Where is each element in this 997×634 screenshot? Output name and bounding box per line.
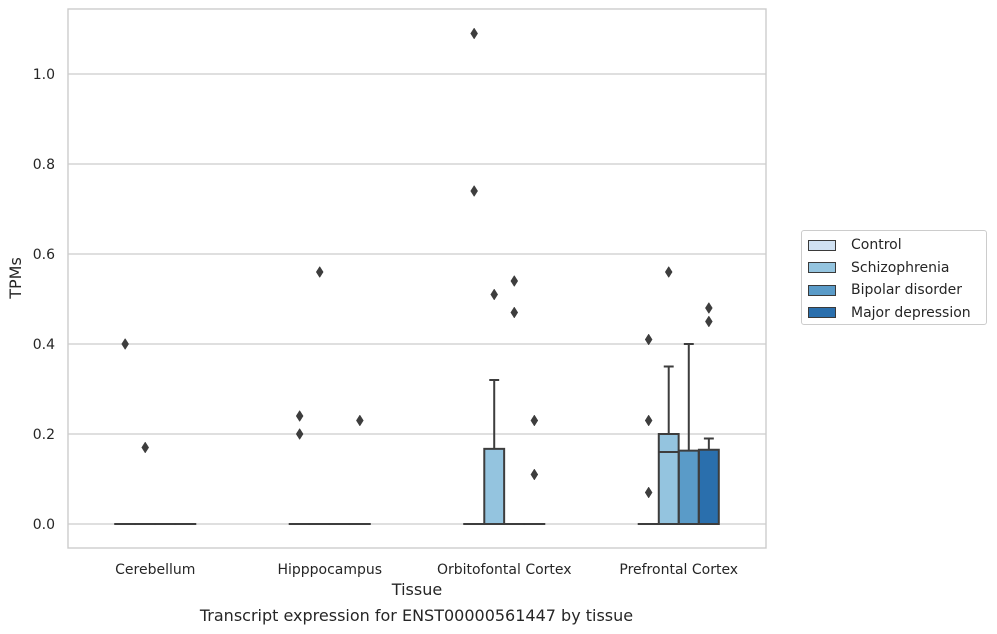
outlier-point bbox=[644, 486, 653, 499]
outlier-point bbox=[295, 428, 304, 440]
outlier-point bbox=[644, 333, 653, 346]
legend-item: Schizophrenia bbox=[808, 258, 949, 278]
box-3-1 bbox=[348, 414, 371, 526]
y-axis-label: TPMs bbox=[6, 257, 25, 300]
box-0-2 bbox=[463, 27, 486, 526]
x-tick-label: Prefrontal Cortex bbox=[619, 562, 738, 578]
legend-label: Schizophrenia bbox=[851, 259, 950, 276]
y-tick-labels: 0.0 0.2 0.4 0.6 0.8 1.0 bbox=[33, 67, 55, 533]
outlier-point bbox=[490, 288, 499, 301]
x-tick-labels: Cerebellum Hipppocampus Orbitofontal Corte… bbox=[115, 562, 738, 578]
boxplot-marks bbox=[114, 27, 720, 526]
legend-label: Control bbox=[851, 237, 902, 253]
box-3-3 bbox=[697, 302, 720, 525]
outlier-point bbox=[356, 414, 364, 427]
outlier-point bbox=[121, 338, 129, 350]
y-tick-label: 0.2 bbox=[33, 427, 55, 443]
box-0-3 bbox=[637, 333, 660, 526]
outlier-point bbox=[705, 302, 713, 314]
outlier-point bbox=[315, 266, 324, 278]
y-tick-label: 1.0 bbox=[33, 67, 55, 83]
outlier-point bbox=[705, 315, 713, 328]
legend-item: Major depression bbox=[808, 303, 971, 323]
box-body bbox=[483, 447, 506, 526]
legend-swatch bbox=[808, 239, 836, 251]
legend-swatch bbox=[808, 262, 836, 273]
box-3-2 bbox=[523, 414, 546, 526]
x-tick-label: Hipppocampus bbox=[277, 562, 382, 578]
box-1-2 bbox=[483, 288, 506, 526]
legend-swatch bbox=[808, 284, 836, 296]
outlier-point bbox=[470, 27, 478, 40]
outlier-point bbox=[664, 266, 673, 278]
outlier-point bbox=[470, 185, 478, 197]
box-body bbox=[697, 448, 720, 525]
legend-item: Control bbox=[808, 235, 902, 255]
y-tick-label: 0.6 bbox=[33, 247, 55, 263]
x-tick-label: Cerebellum bbox=[115, 562, 195, 578]
box-2-2 bbox=[503, 275, 526, 526]
legend-label: Major depression bbox=[851, 304, 971, 321]
box-2-3 bbox=[677, 343, 700, 525]
outlier-point bbox=[530, 414, 539, 427]
box-0-1 bbox=[288, 410, 311, 526]
outlier-point bbox=[510, 306, 519, 319]
box-body bbox=[677, 449, 700, 525]
box-1-0 bbox=[134, 441, 157, 526]
x-tick-label: Orbitofontal Cortex bbox=[437, 562, 572, 578]
box-body bbox=[657, 433, 680, 525]
box-1-1 bbox=[308, 266, 331, 526]
box-1-3 bbox=[657, 266, 680, 525]
x-axis-label: Tissue bbox=[391, 580, 442, 599]
outlier-point bbox=[295, 410, 304, 422]
outlier-point bbox=[510, 275, 519, 287]
outlier-point bbox=[644, 414, 653, 427]
box-0-0 bbox=[114, 338, 137, 526]
legend-swatch bbox=[808, 307, 836, 318]
y-tick-label: 0.0 bbox=[33, 517, 55, 533]
legend-item: Bipolar disorder bbox=[808, 280, 962, 300]
chart-caption: Transcript expression for ENST0000056144… bbox=[199, 606, 634, 625]
outlier-point bbox=[141, 441, 150, 454]
plot-area-frame bbox=[67, 8, 767, 549]
outlier-point bbox=[530, 468, 539, 481]
y-tick-label: 0.4 bbox=[33, 337, 55, 353]
legend: Control Schizophrenia Bipolar disorder Majo… bbox=[801, 230, 987, 325]
y-tick-label: 0.8 bbox=[33, 157, 55, 173]
legend-label: Bipolar disorder bbox=[851, 282, 963, 298]
